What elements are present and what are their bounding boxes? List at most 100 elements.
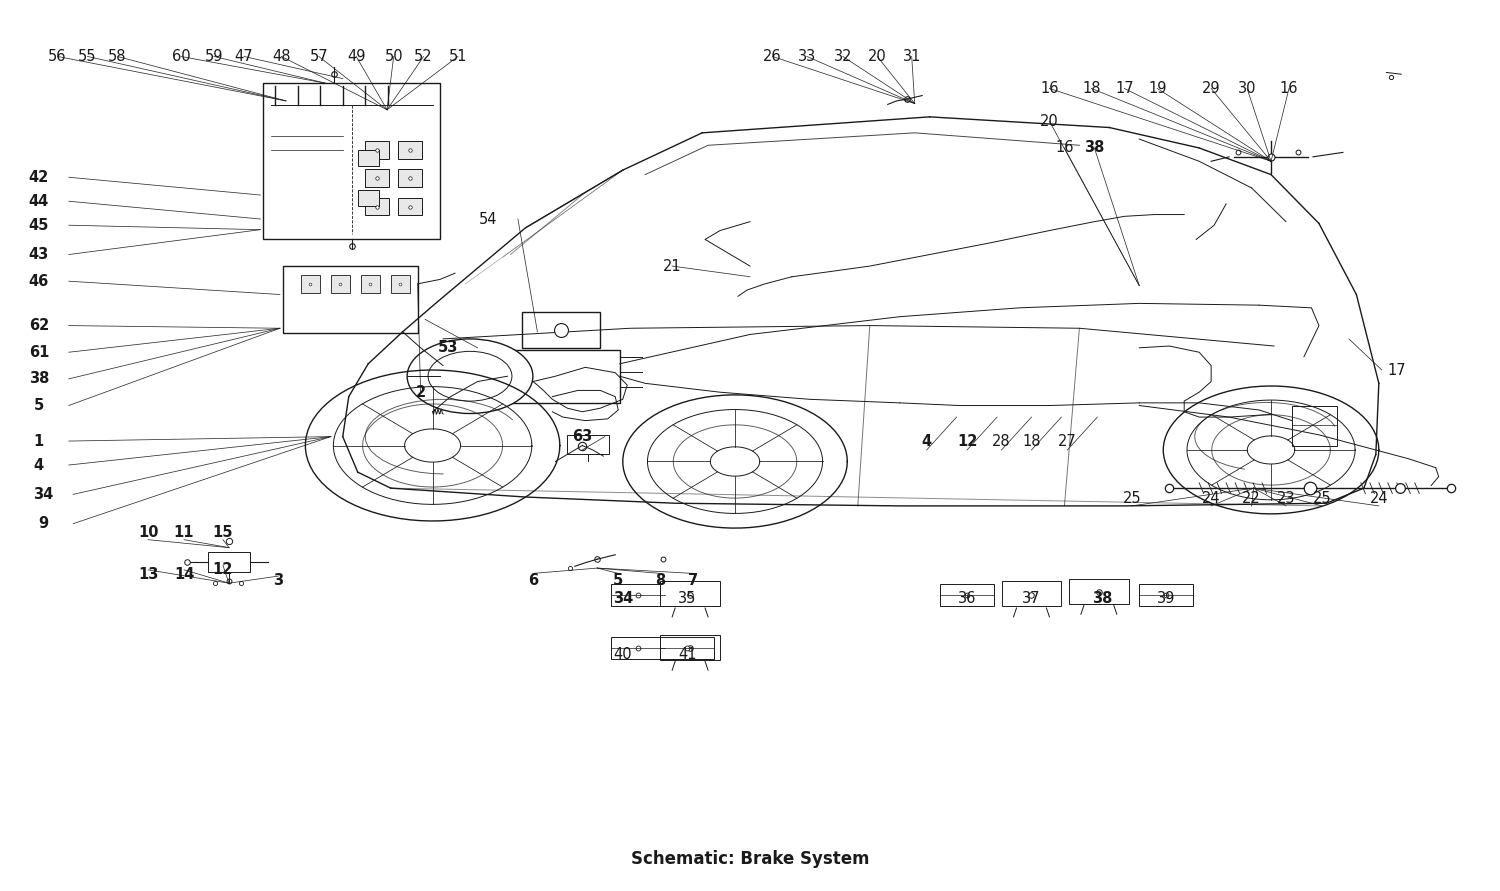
Text: 26: 26 (764, 49, 782, 64)
Text: 45: 45 (28, 217, 50, 233)
Text: 6: 6 (528, 573, 538, 588)
Text: 24: 24 (1370, 491, 1388, 506)
Bar (209, 552, 251, 572)
Bar (1070, 579, 1130, 603)
Text: 16: 16 (1280, 81, 1298, 96)
Bar (660, 637, 714, 659)
Text: 55: 55 (78, 49, 96, 64)
Bar (390, 275, 410, 293)
Bar (332, 275, 350, 293)
Text: 47: 47 (234, 49, 254, 64)
Bar (398, 198, 422, 216)
Text: 4: 4 (34, 458, 44, 472)
Text: 59: 59 (204, 49, 224, 64)
Text: Schematic: Brake System: Schematic: Brake System (630, 849, 870, 868)
Text: 49: 49 (346, 49, 366, 64)
Text: 37: 37 (1022, 591, 1041, 606)
Text: 51: 51 (448, 49, 468, 64)
Bar (1292, 405, 1336, 446)
Text: 13: 13 (138, 567, 159, 582)
Text: 7: 7 (688, 573, 698, 588)
Bar (364, 141, 388, 159)
Text: 36: 36 (958, 591, 976, 606)
Text: 25: 25 (1312, 491, 1332, 506)
Text: 33: 33 (798, 49, 816, 64)
Text: 17: 17 (1114, 81, 1134, 96)
Text: 20: 20 (1040, 114, 1059, 129)
Text: 40: 40 (614, 647, 632, 662)
Bar (507, 349, 620, 403)
Bar (264, 83, 440, 239)
Text: 62: 62 (28, 318, 50, 333)
Text: 50: 50 (384, 49, 404, 64)
Text: 3: 3 (273, 573, 284, 588)
Text: 30: 30 (1238, 81, 1257, 96)
Text: 8: 8 (656, 573, 666, 588)
Bar (522, 312, 600, 347)
Text: 20: 20 (868, 49, 886, 64)
Text: 21: 21 (663, 258, 681, 274)
Text: 5: 5 (614, 573, 624, 588)
Text: 48: 48 (272, 49, 291, 64)
Text: 46: 46 (28, 274, 50, 289)
Text: 32: 32 (834, 49, 852, 64)
Bar (610, 637, 664, 659)
Text: 18: 18 (1022, 434, 1041, 448)
Circle shape (406, 339, 532, 413)
Text: 19: 19 (1148, 81, 1167, 96)
Text: 53: 53 (438, 340, 458, 356)
Text: 38: 38 (1092, 591, 1112, 606)
Text: 23: 23 (1276, 491, 1296, 506)
Bar (1002, 582, 1062, 606)
Bar (284, 266, 417, 332)
Text: 16: 16 (1054, 141, 1074, 155)
Text: 24: 24 (1202, 491, 1221, 506)
Text: 44: 44 (28, 193, 50, 208)
Text: 17: 17 (1388, 363, 1406, 378)
Text: 56: 56 (48, 49, 68, 64)
Text: 16: 16 (1040, 81, 1059, 96)
Text: 34: 34 (33, 486, 54, 502)
Text: 63: 63 (572, 429, 592, 444)
Text: 61: 61 (28, 345, 50, 360)
Text: 22: 22 (1242, 491, 1262, 506)
Text: 12: 12 (213, 562, 232, 577)
Text: 5: 5 (33, 398, 44, 413)
Bar (398, 169, 422, 187)
Text: 15: 15 (213, 525, 232, 540)
Bar (398, 141, 422, 159)
Text: 41: 41 (678, 647, 696, 662)
Bar (360, 275, 380, 293)
Text: 31: 31 (903, 49, 921, 64)
Text: 57: 57 (309, 49, 328, 64)
Text: 1: 1 (33, 434, 44, 448)
Bar (660, 634, 720, 659)
Text: 38: 38 (1084, 141, 1104, 155)
Text: 52: 52 (414, 49, 434, 64)
Bar (364, 169, 388, 187)
Bar (357, 190, 378, 206)
Text: 12: 12 (957, 434, 978, 448)
Text: 29: 29 (1202, 81, 1221, 96)
Bar (357, 150, 378, 166)
Text: 25: 25 (1122, 491, 1142, 506)
Text: 9: 9 (38, 516, 48, 531)
Text: 60: 60 (171, 49, 190, 64)
Bar (302, 275, 321, 293)
Text: 43: 43 (28, 247, 50, 262)
Text: 54: 54 (478, 211, 496, 226)
Text: 4: 4 (921, 434, 932, 448)
Bar (610, 584, 664, 606)
Text: 34: 34 (612, 591, 633, 606)
Text: 58: 58 (108, 49, 126, 64)
Text: 18: 18 (1082, 81, 1101, 96)
Bar (364, 198, 388, 216)
Text: 14: 14 (174, 567, 194, 582)
Text: 10: 10 (138, 525, 159, 540)
Text: 42: 42 (28, 170, 50, 184)
Bar (940, 584, 994, 606)
Bar (660, 582, 720, 606)
Text: 28: 28 (992, 434, 1011, 448)
Text: 39: 39 (1156, 591, 1176, 606)
Bar (1140, 584, 1192, 606)
